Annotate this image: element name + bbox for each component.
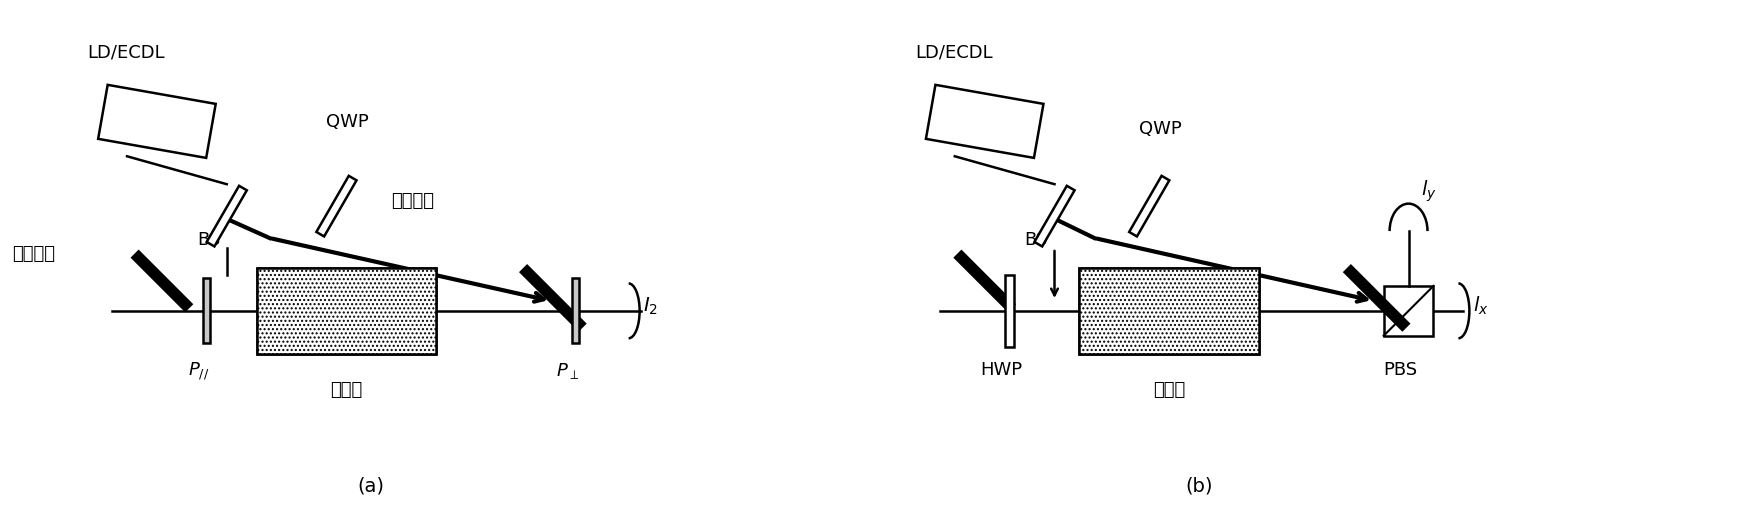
Text: (a): (a) (358, 476, 385, 495)
Text: 吸收池: 吸收池 (330, 381, 363, 399)
Text: 泵浦光束: 泵浦光束 (391, 192, 434, 210)
Text: $l_x$: $l_x$ (1474, 295, 1489, 317)
FancyBboxPatch shape (1080, 268, 1259, 354)
Polygon shape (98, 85, 216, 158)
Polygon shape (1383, 286, 1434, 336)
Polygon shape (1034, 186, 1074, 247)
Text: 探测光束: 探测光束 (12, 245, 56, 263)
Text: $P_{//}$: $P_{//}$ (188, 361, 209, 382)
Text: $I_2$: $I_2$ (642, 295, 657, 316)
Polygon shape (926, 85, 1043, 158)
Polygon shape (521, 266, 584, 330)
Text: LD/ECDL: LD/ECDL (87, 43, 164, 61)
Polygon shape (1005, 275, 1013, 347)
Polygon shape (1128, 176, 1168, 236)
Polygon shape (204, 279, 211, 343)
Text: BS: BS (197, 231, 220, 249)
Text: QWP: QWP (1139, 120, 1182, 138)
FancyBboxPatch shape (256, 268, 436, 354)
Text: $l_y$: $l_y$ (1421, 179, 1435, 204)
Text: LD/ECDL: LD/ECDL (916, 43, 992, 61)
Text: BS: BS (1024, 231, 1048, 249)
Polygon shape (1345, 266, 1409, 330)
Polygon shape (133, 251, 192, 311)
Polygon shape (316, 176, 356, 236)
Text: PBS: PBS (1383, 361, 1418, 379)
Polygon shape (572, 279, 579, 343)
Polygon shape (1080, 268, 1259, 354)
Polygon shape (256, 268, 436, 354)
Text: HWP: HWP (980, 361, 1022, 379)
Text: 吸收池: 吸收池 (1153, 381, 1186, 399)
Polygon shape (956, 251, 1015, 311)
Text: (b): (b) (1186, 476, 1212, 495)
Polygon shape (206, 186, 248, 247)
Text: $P_{\perp}$: $P_{\perp}$ (556, 361, 579, 381)
Text: QWP: QWP (326, 114, 370, 132)
